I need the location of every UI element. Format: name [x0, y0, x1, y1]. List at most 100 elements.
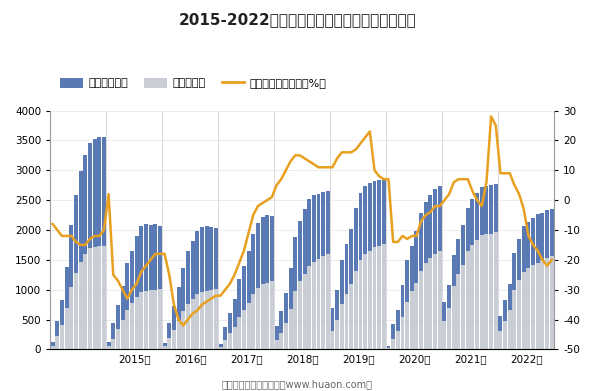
Bar — [443, 301, 446, 350]
Bar — [237, 279, 241, 350]
Bar — [102, 246, 106, 350]
Bar — [251, 234, 255, 350]
Bar — [312, 196, 316, 350]
Bar — [162, 346, 167, 350]
Bar — [265, 283, 269, 350]
Bar — [545, 210, 549, 350]
Bar — [443, 321, 446, 350]
Bar — [116, 305, 120, 350]
Bar — [340, 260, 344, 350]
Bar — [149, 290, 152, 350]
Bar — [391, 324, 395, 350]
Bar — [270, 282, 274, 350]
Bar — [279, 311, 283, 350]
Bar — [415, 283, 418, 350]
Bar — [186, 304, 190, 350]
Bar — [284, 323, 288, 350]
Bar — [419, 271, 423, 350]
Bar — [471, 245, 474, 350]
Bar — [107, 346, 111, 350]
Bar — [74, 195, 78, 350]
Bar — [312, 262, 316, 350]
Bar — [307, 199, 311, 350]
Bar — [177, 287, 180, 350]
Bar — [400, 285, 405, 350]
Bar — [400, 317, 405, 350]
Bar — [233, 327, 237, 350]
Bar — [214, 289, 218, 350]
Bar — [447, 308, 451, 350]
Bar — [274, 326, 278, 350]
Bar — [69, 224, 73, 350]
Bar — [218, 347, 223, 350]
Bar — [517, 239, 521, 350]
Legend: 房地产投资额, 住宅投资额, 房地产投资额增速（%）: 房地产投资额, 住宅投资额, 房地产投资额增速（%） — [56, 73, 331, 93]
Bar — [162, 343, 167, 350]
Bar — [456, 274, 461, 350]
Bar — [261, 217, 265, 350]
Bar — [242, 310, 246, 350]
Bar — [186, 251, 190, 350]
Bar — [433, 189, 437, 350]
Bar — [452, 286, 456, 350]
Bar — [527, 268, 530, 350]
Bar — [461, 265, 465, 350]
Bar — [489, 185, 493, 350]
Bar — [391, 339, 395, 350]
Bar — [522, 226, 526, 350]
Bar — [503, 300, 507, 350]
Bar — [83, 155, 87, 350]
Bar — [88, 143, 92, 350]
Bar — [111, 339, 115, 350]
Bar — [181, 311, 185, 350]
Bar — [349, 229, 353, 350]
Bar — [359, 193, 362, 350]
Bar — [410, 246, 414, 350]
Bar — [261, 284, 265, 350]
Bar — [83, 254, 87, 350]
Bar — [438, 251, 441, 350]
Bar — [181, 267, 185, 350]
Bar — [382, 244, 386, 350]
Bar — [205, 226, 208, 350]
Bar — [88, 248, 92, 350]
Bar — [284, 293, 288, 350]
Bar — [111, 323, 115, 350]
Bar — [65, 308, 68, 350]
Bar — [79, 172, 83, 350]
Bar — [69, 287, 73, 350]
Bar — [126, 264, 129, 350]
Bar — [223, 327, 227, 350]
Bar — [475, 193, 479, 350]
Bar — [223, 340, 227, 350]
Bar — [326, 255, 330, 350]
Bar — [480, 235, 484, 350]
Bar — [377, 246, 381, 350]
Bar — [499, 316, 502, 350]
Text: 2015-2022年辽宁省房地产投资额及住宅投资额: 2015-2022年辽宁省房地产投资额及住宅投资额 — [178, 12, 416, 27]
Bar — [130, 303, 134, 350]
Bar — [363, 186, 367, 350]
Bar — [154, 290, 157, 350]
Bar — [354, 208, 358, 350]
Bar — [466, 208, 470, 350]
Bar — [354, 271, 358, 350]
Bar — [214, 228, 218, 350]
Bar — [512, 253, 516, 350]
Bar — [387, 348, 390, 350]
Bar — [126, 310, 129, 350]
Bar — [317, 259, 321, 350]
Bar — [237, 317, 241, 350]
Bar — [512, 290, 516, 350]
Bar — [270, 216, 274, 350]
Bar — [60, 325, 64, 350]
Bar — [438, 187, 441, 350]
Bar — [130, 251, 134, 350]
Bar — [242, 266, 246, 350]
Bar — [321, 192, 325, 350]
Bar — [144, 291, 148, 350]
Bar — [289, 268, 293, 350]
Bar — [172, 307, 176, 350]
Bar — [345, 294, 349, 350]
Bar — [102, 137, 106, 350]
